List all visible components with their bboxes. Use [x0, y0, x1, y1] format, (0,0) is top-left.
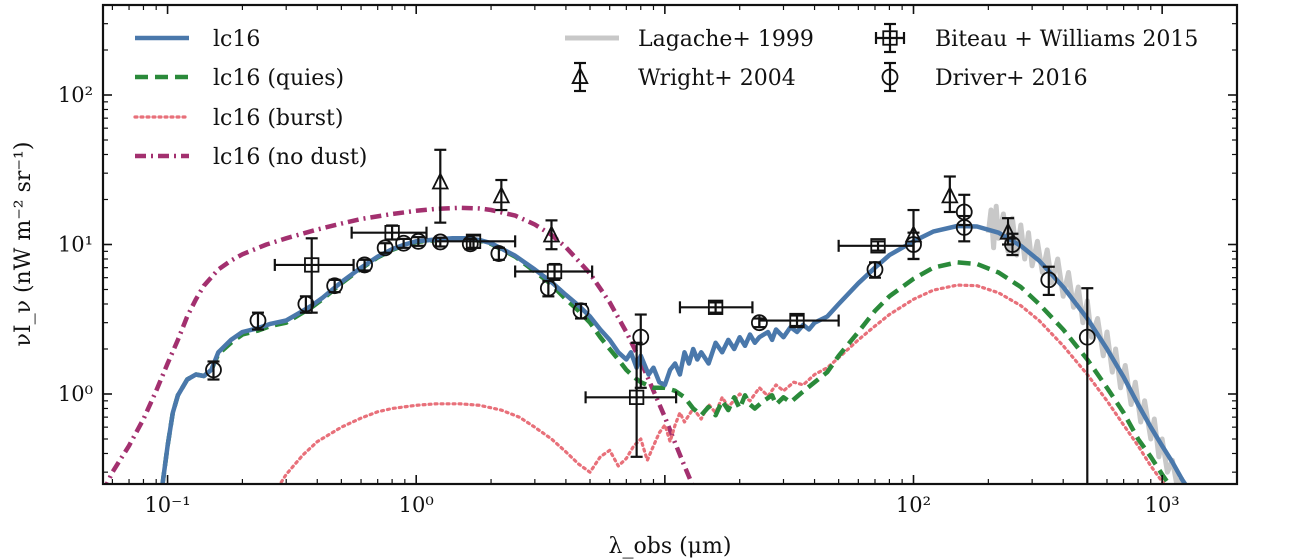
legend-item-lagache-1999: Lagache+ 1999: [565, 27, 814, 52]
y-tick-label: 10¹: [58, 233, 93, 257]
legend-label: lc16 (no dust): [213, 145, 367, 170]
series-layer: [104, 203, 1188, 484]
legend-label: lc16 (burst): [213, 106, 343, 131]
series-line-lc16-no-dust: [104, 205, 695, 484]
legend-item-lc16-burst: lc16 (burst): [133, 106, 343, 131]
legend-item-biteau-williams-2015: Biteau + Williams 2015: [874, 22, 1198, 54]
driver-2016-point-6: [376, 239, 394, 257]
series-line-lc16: [160, 223, 1188, 484]
driver-2016-point-14: [632, 313, 650, 389]
driver-2016-point-20: [1004, 232, 1021, 257]
driver-2016-point-8: [409, 232, 427, 250]
axes-layer: 10⁻¹ 10⁰ 10² 10³ 10⁰ 10¹ 10²: [58, 3, 1239, 517]
series-line-lc16-burst: [278, 283, 1166, 484]
driver-2016-point-12: [539, 279, 557, 298]
legend-item-lc16: lc16: [135, 27, 260, 52]
x-axis-label: λ_obs (μm): [609, 534, 732, 559]
y-axis-label: νI_ν (nW m⁻² sr⁻¹): [11, 142, 36, 347]
biteau-williams-2015-point-4: [514, 262, 594, 281]
wright-2004-point-2: [492, 178, 511, 212]
biteau-williams-2015-point-7: [758, 312, 840, 329]
driver-2016-point-11: [490, 245, 508, 262]
legend-marker-square: [882, 30, 898, 46]
legend-item-lc16-no-dust: lc16 (no dust): [135, 145, 367, 170]
y-tick-label: 10⁰: [58, 382, 93, 406]
driver-2016-point-15: [750, 314, 768, 332]
legend-label: lc16 (quies): [213, 66, 344, 91]
legend-item-lc16-quies: lc16 (quies): [135, 66, 344, 91]
y-tick-label: 10²: [58, 83, 93, 107]
wright-2004-point-5: [941, 175, 959, 214]
legend-label: Wright+ 2004: [638, 66, 796, 91]
legend-item-wright-2004: Wright+ 2004: [571, 61, 796, 93]
tick-marks: [103, 5, 1237, 484]
biteau-williams-2015-point-2: [350, 224, 428, 241]
biteau-williams-2015-point-6: [678, 299, 754, 315]
x-tick-label: 10²: [896, 493, 931, 517]
x-tick-label: 10³: [1145, 493, 1180, 517]
driver-2016-point-16: [866, 261, 884, 279]
legend: lc16 lc16 (quies) lc16 (burst) lc16 (no dus…: [133, 22, 1198, 170]
x-tick-label: 10⁰: [399, 493, 434, 517]
driver-2016-point-1: [205, 360, 222, 381]
driver-2016-point-21: [1040, 265, 1058, 297]
driver-2016-point-19: [955, 193, 973, 227]
wright-2004-point-1: [431, 148, 450, 224]
x-tick-label: 10⁻¹: [144, 493, 190, 517]
legend-label: Lagache+ 1999: [638, 27, 814, 52]
driver-2016-point-4: [326, 277, 344, 295]
driver-2016-point-9: [431, 233, 449, 251]
legend-label: Driver+ 2016: [935, 66, 1088, 91]
driver-2016-point-2: [249, 311, 267, 331]
legend-label: Biteau + Williams 2015: [935, 27, 1198, 52]
biteau-williams-2015-point-8: [837, 238, 915, 254]
points-layer: [205, 148, 1096, 484]
legend-label: lc16: [213, 27, 260, 52]
driver-2016-point-10: [461, 235, 479, 253]
driver-2016-point-22: [1078, 287, 1096, 484]
driver-2016-point-5: [356, 256, 373, 274]
driver-2016-point-17: [905, 231, 922, 261]
series-line-lagache-1999: [985, 203, 1185, 484]
driver-2016-point-3: [297, 295, 315, 314]
legend-item-driver-2016: Driver+ 2016: [881, 61, 1088, 93]
legend-marker-triangle: [571, 66, 589, 84]
biteau-williams-2015-point-5: [584, 341, 678, 458]
legend-marker-circle: [881, 68, 899, 86]
driver-2016-point-13: [572, 302, 590, 320]
wright-2004-point-3: [542, 219, 561, 251]
